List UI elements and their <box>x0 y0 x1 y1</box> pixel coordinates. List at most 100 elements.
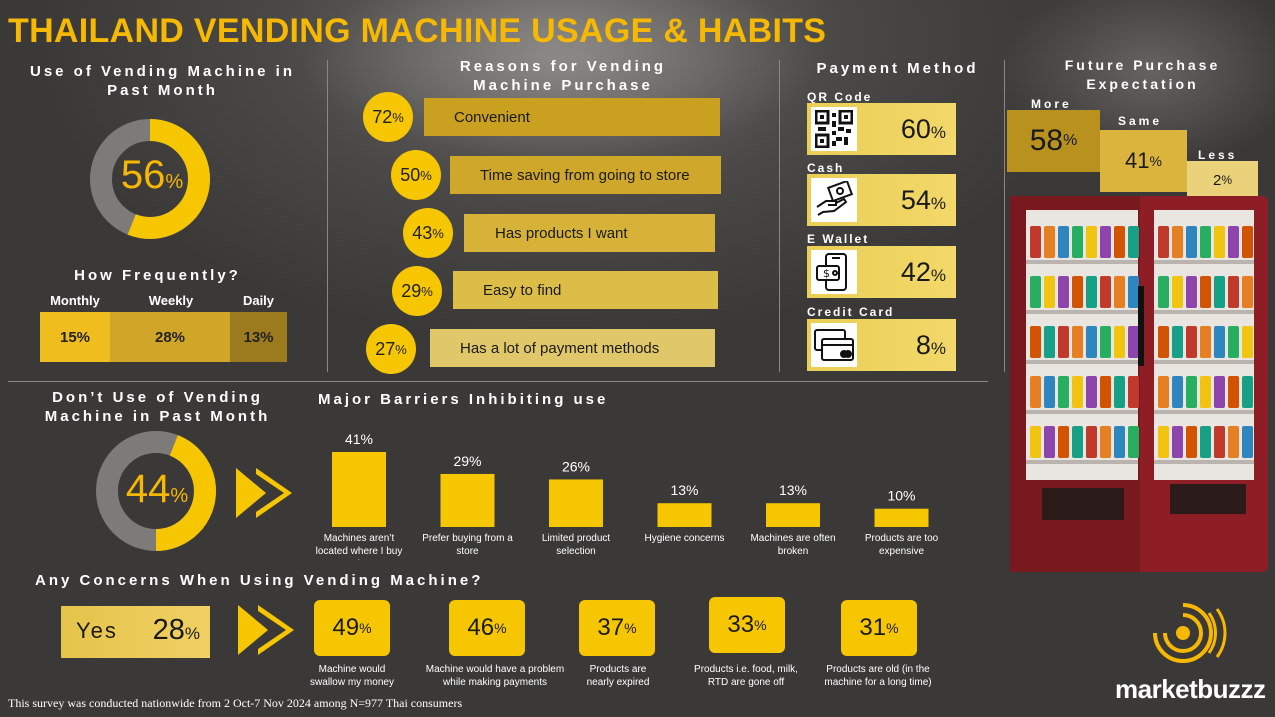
frequency-label-monthly: Monthly <box>50 293 100 308</box>
non-usage-donut <box>96 431 216 551</box>
footer-note: This survey was conducted nationwide fro… <box>8 696 463 710</box>
product-item <box>1172 376 1183 408</box>
percent-sign: % <box>754 617 767 633</box>
product-item <box>1158 426 1169 458</box>
percent-sign: % <box>930 265 946 285</box>
percent-sign: % <box>930 338 946 358</box>
product-item <box>1086 376 1097 408</box>
reason-bar: Has products I want <box>464 214 715 252</box>
non-usage-heading: Don’t Use of Vending Machine in Past Mon… <box>44 389 271 425</box>
barrier-value-label: 26% <box>562 458 590 474</box>
percent-sign: % <box>395 341 407 357</box>
product-item <box>1044 426 1055 458</box>
concerns-yes-label: Yes <box>76 618 118 643</box>
barrier-value-label: 13% <box>779 482 807 498</box>
e-wallet-icon: $ <box>811 250 857 294</box>
product-item <box>1114 226 1125 258</box>
reasons-heading: Reasons for Vending Machine Purchase <box>459 58 667 94</box>
svg-text:$: $ <box>823 267 830 280</box>
future-label-same: Same <box>1118 114 1163 128</box>
concern-label: Products are old (in the machine for a l… <box>824 664 932 688</box>
shelf <box>1154 410 1254 414</box>
product-item <box>1100 226 1111 258</box>
shelf <box>1154 460 1254 464</box>
product-item <box>1214 226 1225 258</box>
product-item <box>1242 426 1253 458</box>
product-item <box>1128 276 1139 308</box>
frequency-segment-monthly: 15% <box>40 312 110 362</box>
double-arrow-icon <box>238 605 294 655</box>
concern-value: 31 <box>859 614 887 641</box>
product-item <box>1100 426 1111 458</box>
barrier-bar <box>766 503 820 527</box>
product-item <box>1186 276 1197 308</box>
concern-value-box: 31% <box>841 600 917 656</box>
frequency-segment-daily: 13% <box>230 312 287 362</box>
payment-label: QR Code <box>807 90 873 104</box>
marketbuzzz-logo-icon <box>1153 603 1227 663</box>
product-item <box>1114 326 1125 358</box>
usage-number: 56 <box>120 153 166 197</box>
concerns-heading: Any Concerns When Using Vending Machine? <box>35 572 484 589</box>
concern-value-box: 33% <box>709 597 785 653</box>
concern-value: 46 <box>467 614 495 641</box>
reason-value: 43 <box>412 222 433 243</box>
cash-icon <box>811 178 857 222</box>
reason-value: 29 <box>401 280 422 301</box>
product-item <box>1100 276 1111 308</box>
reason-bar: Has a lot of payment methods <box>430 329 715 367</box>
future-heading: Future Purchase Expectation <box>1064 57 1221 92</box>
future-value: 41 <box>1125 148 1150 173</box>
payment-value: 42% <box>901 257 946 288</box>
percent-sign: % <box>886 620 899 636</box>
product-item <box>1044 376 1055 408</box>
frequency-segment-weekly: 28% <box>110 312 230 362</box>
reason-bar: Easy to find <box>453 271 718 309</box>
product-item <box>1086 426 1097 458</box>
reason-percent: 27% <box>366 324 416 374</box>
frequency-label-daily: Daily <box>242 293 275 308</box>
product-item <box>1030 226 1041 258</box>
usage-value: 56% <box>112 153 192 198</box>
percent-sign: % <box>1149 153 1162 169</box>
payment-value: 54% <box>901 185 946 216</box>
reason-label: Convenient <box>454 108 530 126</box>
product-item <box>1158 276 1169 308</box>
product-item <box>1172 276 1183 308</box>
product-item <box>1200 376 1211 408</box>
reason-label: Has a lot of payment methods <box>460 339 660 357</box>
product-item <box>1086 226 1097 258</box>
product-item <box>1186 426 1197 458</box>
barrier-bar <box>874 508 929 527</box>
concern-value-box: 46% <box>449 600 525 656</box>
barrier-bar <box>332 452 386 527</box>
concerns-yes-box: Yes 28% <box>61 606 210 658</box>
divider <box>8 381 988 382</box>
product-item <box>1228 226 1239 258</box>
product-item <box>1086 276 1097 308</box>
future-label-less: Less <box>1198 148 1238 162</box>
percent-sign: % <box>421 283 433 299</box>
reason-percent: 50% <box>391 150 441 200</box>
concern-value-box: 49% <box>314 600 390 656</box>
product-item <box>1058 226 1069 258</box>
product-item <box>1186 326 1197 358</box>
product-item <box>1242 276 1253 308</box>
product-item <box>1100 376 1111 408</box>
payment-value: 8% <box>916 330 946 361</box>
product-item <box>1030 276 1041 308</box>
product-item <box>1128 226 1139 258</box>
product-item <box>1200 276 1211 308</box>
concerns-yes-number: 28 <box>152 614 185 646</box>
non-usage-value: 44% <box>117 467 197 512</box>
product-item <box>1058 426 1069 458</box>
barrier-value-label: 13% <box>670 482 698 498</box>
product-item <box>1228 326 1239 358</box>
barrier-category-label: Hygiene concerns <box>644 533 724 544</box>
product-item <box>1186 226 1197 258</box>
payment-value: 60% <box>901 114 946 145</box>
non-usage-donut-arc <box>96 431 216 551</box>
reason-bar: Time saving from going to store <box>450 156 721 194</box>
concern-label: Products are nearly expired <box>586 664 650 688</box>
